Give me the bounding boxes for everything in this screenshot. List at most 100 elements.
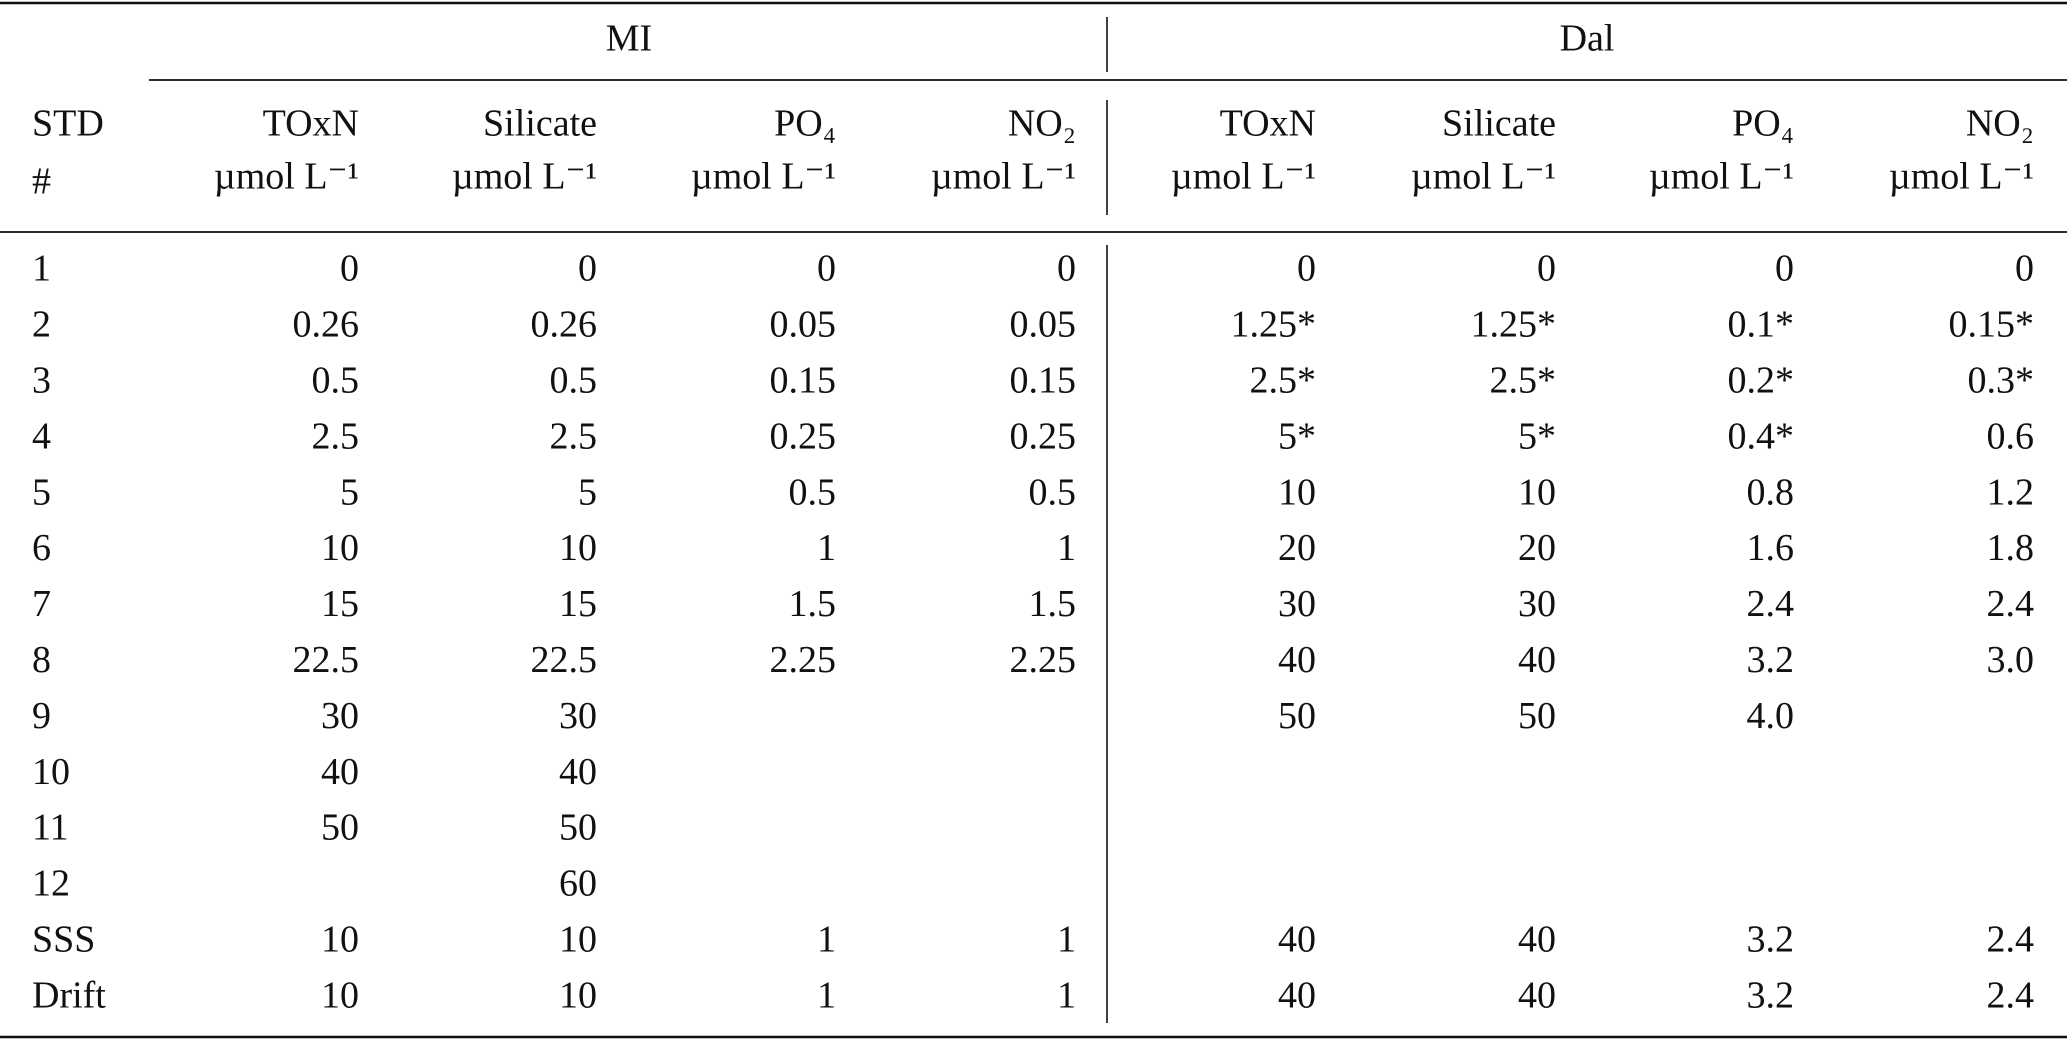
cell: 10 (1518, 471, 1556, 513)
cell: 5 (340, 471, 359, 513)
cell: 1 (1057, 974, 1076, 1016)
cell: 5* (1278, 415, 1316, 457)
cell: 30 (321, 695, 359, 737)
cell: 2.4 (1747, 583, 1795, 625)
cell: 0 (1057, 248, 1076, 290)
row-label: 11 (32, 807, 69, 849)
cell: 40 (321, 751, 359, 793)
cell: 40 (1278, 639, 1316, 681)
cell: 0.5 (312, 360, 360, 402)
row-label: 8 (32, 639, 51, 681)
cell: 0.4* (1728, 415, 1795, 457)
cell: 2.25 (770, 639, 837, 681)
cell: 1 (817, 919, 836, 961)
cell: 60 (559, 863, 597, 905)
column-header: PO₄ (1732, 103, 1794, 145)
cell: 0.15 (1010, 360, 1077, 402)
row-label: 3 (32, 360, 51, 402)
column-unit: µmol L⁻¹ (1889, 156, 2034, 198)
cell: 10 (559, 974, 597, 1016)
cell: 30 (1518, 583, 1556, 625)
column-unit: µmol L⁻¹ (214, 156, 359, 198)
column-header: Silicate (1442, 103, 1556, 145)
cell: 1.5 (789, 583, 837, 625)
cell: 4.0 (1747, 695, 1795, 737)
column-unit: µmol L⁻¹ (1649, 156, 1794, 198)
cell: 3.2 (1747, 974, 1795, 1016)
cell: 2.4 (1987, 974, 2035, 1016)
cell: 0.5 (1029, 471, 1077, 513)
cell: 40 (1278, 919, 1316, 961)
cell: 0.1* (1728, 304, 1795, 346)
cell: 0 (1537, 248, 1556, 290)
cell: 0.25 (770, 415, 837, 457)
cell: 22.5 (293, 639, 360, 681)
group-header: Dal (1560, 18, 1615, 60)
cell: 10 (559, 919, 597, 961)
cell: 10 (559, 527, 597, 569)
cell: 1.6 (1747, 527, 1795, 569)
cell: 50 (321, 807, 359, 849)
cell: 2.4 (1987, 583, 2035, 625)
cell: 0.05 (770, 304, 837, 346)
cell: 0 (2015, 248, 2034, 290)
column-unit: µmol L⁻¹ (691, 156, 836, 198)
column-unit: µmol L⁻¹ (1411, 156, 1556, 198)
cell: 30 (559, 695, 597, 737)
cell: 0.2* (1728, 360, 1795, 402)
cell: 0 (1297, 248, 1316, 290)
cell: 1 (817, 974, 836, 1016)
cell: 50 (1278, 695, 1316, 737)
cell: 0.15 (770, 360, 837, 402)
row-label: 10 (32, 751, 70, 793)
cell: 40 (1518, 974, 1556, 1016)
cell: 0.8 (1747, 471, 1795, 513)
cell: 15 (559, 583, 597, 625)
column-header: TOxN (263, 103, 359, 145)
cell: 0.15* (1949, 304, 2035, 346)
corner-header: # (32, 161, 51, 203)
cell: 1 (1057, 919, 1076, 961)
column-unit: µmol L⁻¹ (1171, 156, 1316, 198)
cell: 1.2 (1987, 471, 2035, 513)
cell: 20 (1278, 527, 1316, 569)
group-header: MI (606, 18, 652, 60)
cell: 5* (1518, 415, 1556, 457)
cell: 0.26 (293, 304, 360, 346)
cell: 0.26 (531, 304, 598, 346)
cell: 1.8 (1987, 527, 2035, 569)
row-label: 1 (32, 248, 51, 290)
cell: 40 (1278, 974, 1316, 1016)
row-label: 4 (32, 415, 51, 457)
cell: 0.25 (1010, 415, 1077, 457)
cell: 2.5* (1490, 360, 1557, 402)
cell: 0.5 (550, 360, 598, 402)
column-header: Silicate (483, 103, 597, 145)
cell: 1.25* (1471, 304, 1557, 346)
cell: 2.5 (312, 415, 360, 457)
cell: 2.4 (1987, 919, 2035, 961)
cell: 50 (559, 807, 597, 849)
cell: 1 (1057, 527, 1076, 569)
cell: 0.05 (1010, 304, 1077, 346)
row-label: 5 (32, 471, 51, 513)
cell: 3.2 (1747, 919, 1795, 961)
corner-header: STD (32, 103, 104, 145)
row-label: 6 (32, 527, 51, 569)
cell: 0 (817, 248, 836, 290)
cell: 3.0 (1987, 639, 2035, 681)
cell: 40 (559, 751, 597, 793)
column-unit: µmol L⁻¹ (931, 156, 1076, 198)
cell: 0.6 (1987, 415, 2035, 457)
cell: 1.5 (1029, 583, 1077, 625)
row-label: 12 (32, 863, 70, 905)
row-label: 9 (32, 695, 51, 737)
cell: 15 (321, 583, 359, 625)
cell: 22.5 (531, 639, 598, 681)
cell: 3.2 (1747, 639, 1795, 681)
cell: 0.3* (1968, 360, 2035, 402)
row-label: SSS (32, 919, 95, 961)
cell: 2.5 (550, 415, 598, 457)
cell: 2.5* (1250, 360, 1317, 402)
